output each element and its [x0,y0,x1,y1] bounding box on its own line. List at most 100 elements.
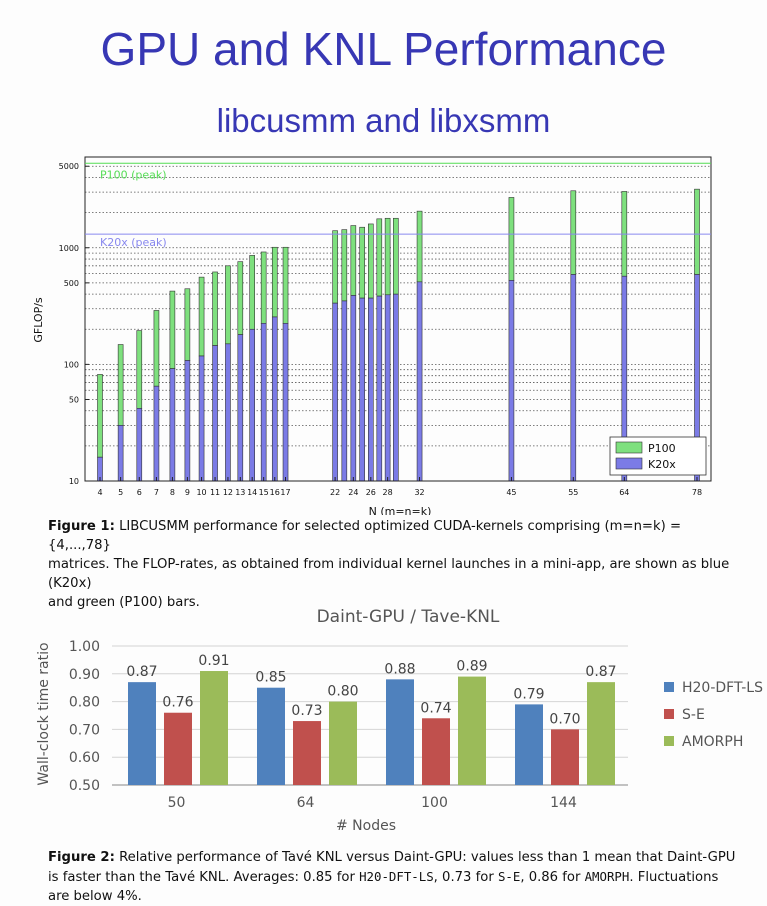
figure1-xtick-label: 24 [348,488,358,497]
figure1-xtick-label: 9 [185,488,190,497]
figure2-legend-label: S-E [682,707,705,723]
figure2-ytick-label: 0.80 [69,695,100,711]
figure1-xtick-label: 7 [154,488,159,497]
figure1-bar-p100 [184,288,191,361]
figure2-xlabel: # Nodes [336,818,396,834]
figure1-caption-label: Figure 1: [48,519,115,534]
figure1-caption: Figure 1: LIBCUSMM performance for selec… [48,517,748,612]
figure1-ytick-label: 100 [64,360,79,369]
figure1-bar-k20x [332,302,338,482]
figure2-bar [164,712,192,785]
figure1-bar-k20x [376,295,383,482]
figure2-ytick-label: 0.70 [69,722,100,738]
figure2-caption-part2: is faster than the Tavé KNL. Averages: 0… [48,870,360,885]
figure1-bar-k20x [260,323,267,482]
figure1-bar-k20x [350,295,357,482]
figure1-bar-k20x [225,343,231,482]
figure2-code-amorph: AMORPH [584,869,630,884]
figure2-caption-sep1: , 0.73 for [433,870,498,885]
figure1-bar-p100 [198,276,205,357]
figure2-xtick-label: 64 [297,795,315,811]
figure1-bar-k20x [184,360,191,482]
figure1-bar-p100 [384,217,391,296]
figure1-bar-k20x [508,280,515,482]
figure1-bar-p100 [136,330,143,409]
figure1-xtick-label: 5 [118,488,123,497]
figure1-bar-p100 [249,255,255,330]
figure2-caption-part3: . Fluctuations [629,870,719,885]
figure2-ytick-label: 0.60 [69,750,100,766]
figure1-bar-p100 [260,251,267,324]
figure2-legend: H20-DFT-LS S-E AMORPH [664,680,763,750]
figure1-bar-p100 [508,197,515,281]
figure1-bar-k20x [153,385,160,482]
figure2-xtick-label: 50 [168,795,186,811]
figure2-data-label: 0.80 [327,684,358,700]
figure2-bar [515,704,543,785]
figure1-bar-p100 [282,246,289,324]
figure1-bar-p100 [350,225,357,296]
figure1-ylabel: GFLOP/s [32,297,45,343]
figure1-ytick-label: 5000 [59,162,79,171]
figure1-ytick-label: 1000 [59,244,79,253]
figure2-data-label: 0.91 [198,653,229,669]
figure1-bar-k20x [393,293,399,482]
figure1-bar-p100 [225,265,231,345]
figure1-bar-p100 [271,246,278,318]
figure1-xtick-label: 14 [247,488,257,497]
figure1-xtick-label: 16 [270,488,280,497]
figure1-bar-k20x [282,323,289,482]
figure1-bar-k20x [249,328,255,482]
figure1-bar-p100 [212,271,218,346]
figure2-data-label: 0.74 [420,700,451,716]
figure1-legend-label: K20x [648,458,676,471]
slide-subtitle: libcusmm and libxsmm [216,102,551,139]
figure1-xtick-label: 32 [414,488,424,497]
figure1-ytick-label: 500 [64,279,79,288]
figure1-caption-line1: LIBCUSMM performance for selected optimi… [48,519,681,553]
figure2-ticks: 0.50 0.60 0.70 0.80 0.90 1.00 50 64 100 144 [69,639,577,811]
figure2-ytick-label: 1.00 [69,639,100,655]
figure2-code-se: S-E [497,869,521,884]
figure1-bar-p100 [169,290,176,369]
figure1-legend-swatch [615,457,643,470]
figure2-data-label: 0.73 [291,703,322,719]
figure1-bar-p100 [237,261,244,335]
figure2-chart: Daint-GPU / Tave-KNL 0.87 0.76 0.91 0.85 0.7… [36,607,763,834]
figure1-xtick-label: 10 [196,488,206,497]
figure2-caption-part1: Relative performance of Tavé KNL versus … [119,850,736,865]
figure1-legend-swatch [615,441,643,454]
figure1-xtick-label: 28 [383,488,393,497]
figure2-legend-swatch [664,682,674,692]
figure1-xtick-label: 26 [366,488,376,497]
figure1-xtick-label: 4 [97,488,102,497]
figure2-caption-label: Figure 2: [48,850,115,865]
figure1-caption-line2: matrices. The FLOP-rates, as obtained fr… [48,557,730,591]
figure1-bar-k20x [117,425,124,482]
figure1-bar-p100 [359,226,365,299]
figure2-code-h2o: H20-DFT-LS [359,869,434,884]
figure1-bar-k20x [212,345,218,482]
figure2-bar [200,671,228,785]
figure1-bar-p100 [153,310,160,387]
figure2-bar [257,687,285,785]
figure1-bar-p100 [393,217,399,295]
figure1-bar-k20x [341,300,348,482]
figure2-xtick-label: 144 [550,795,577,811]
figure1-xtick-label: 12 [223,488,233,497]
figure1-bar-p100 [376,218,383,297]
figure1-xtick-label: 17 [280,488,290,497]
figure1-xtick-label: 15 [259,488,269,497]
figure1-bar-p100 [694,188,700,275]
figure1-axes [84,156,712,482]
figure1-xlabel: N (m=n=k) [369,505,432,515]
figure1-xtick-label: 55 [568,488,578,497]
figure2-legend-swatch [664,709,674,719]
figure2-data-label: 0.70 [549,711,580,727]
figure1-reference-label: P100 (peak) [100,168,167,181]
figure2-caption-part4: are below 4%. [48,889,142,904]
figure1-reference-lines: P100 (peak) K20x (peak) [85,162,711,249]
figure1-bar-k20x [198,355,205,482]
